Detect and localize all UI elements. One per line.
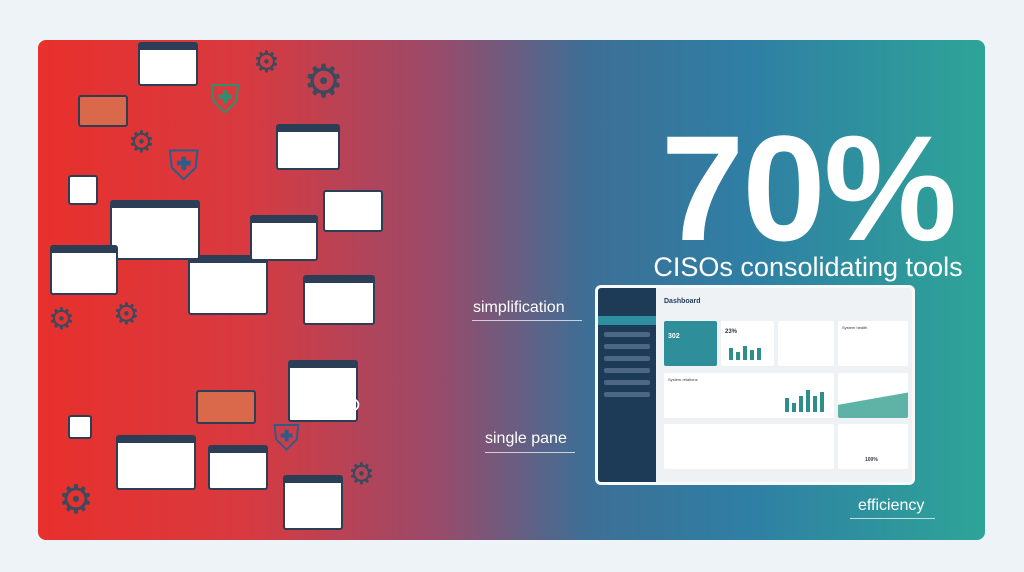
shield-window-icon <box>188 255 268 315</box>
chart-window-icon <box>283 475 343 530</box>
gear-icon: ⚙ <box>303 55 345 107</box>
callout-simplification: simplification <box>473 299 565 316</box>
widget-total-value: 302 <box>668 333 680 340</box>
firewall-icon <box>78 95 128 127</box>
magnifier-icon: ⌕ <box>343 382 364 423</box>
widget-table <box>664 424 834 469</box>
code-window-icon <box>50 245 118 295</box>
callout-line <box>850 518 935 519</box>
sidebar-item-dashboard <box>598 316 656 325</box>
gear-icon: ⚙ <box>58 478 94 522</box>
gear-icon: ⚙ <box>113 298 140 331</box>
dashboard-title: Dashboard <box>664 298 701 305</box>
gear-icon: ⚙ <box>253 46 280 79</box>
window-icon <box>288 360 358 422</box>
firewall-icon <box>196 390 256 424</box>
monitor-icon <box>323 190 383 232</box>
browser-window-icon <box>276 124 340 170</box>
callout-line <box>485 452 575 453</box>
progress-value: 100% <box>865 457 878 463</box>
lock-shield-icon: ⛨ <box>210 78 240 122</box>
widget-progress: 100% <box>838 424 908 469</box>
check-icon <box>68 415 92 439</box>
dashboard-sidebar <box>598 288 656 482</box>
widget-percent: 23% <box>721 321 774 366</box>
gear-icon: ⚙ <box>128 126 155 159</box>
check-icon <box>68 175 98 205</box>
widget-area-chart <box>838 373 908 418</box>
window-icon <box>303 275 375 325</box>
widget-health: System health <box>838 321 908 366</box>
widget-health-label: System health <box>842 325 868 330</box>
widget-relations-label: System relations <box>668 377 698 382</box>
widget-total: 302 <box>664 321 717 366</box>
shield-icon: ⛨ <box>168 142 200 189</box>
callout-single-pane: single pane <box>485 430 567 447</box>
widget-percent-value: 23% <box>725 329 738 335</box>
code-window-icon <box>116 435 196 490</box>
callout-efficiency: efficiency <box>858 497 925 514</box>
callout-line <box>472 320 582 321</box>
browser-window-icon <box>138 42 198 86</box>
gear-icon: ⚙ <box>348 458 375 491</box>
login-window-icon <box>208 445 268 490</box>
gear-icon: ⚙ <box>48 303 75 336</box>
dashboard-mockup: Dashboard 302 23% System health System r… <box>595 285 915 485</box>
shield-icon: ⛨ <box>273 417 301 458</box>
widget-health-list <box>778 321 834 366</box>
headline-caption: CISOs consolidating tools <box>653 252 963 282</box>
chart-window-icon <box>250 215 318 261</box>
list-window-icon <box>110 200 200 260</box>
headline-stat: 70% <box>660 104 957 272</box>
widget-relations: System relations <box>664 373 834 418</box>
